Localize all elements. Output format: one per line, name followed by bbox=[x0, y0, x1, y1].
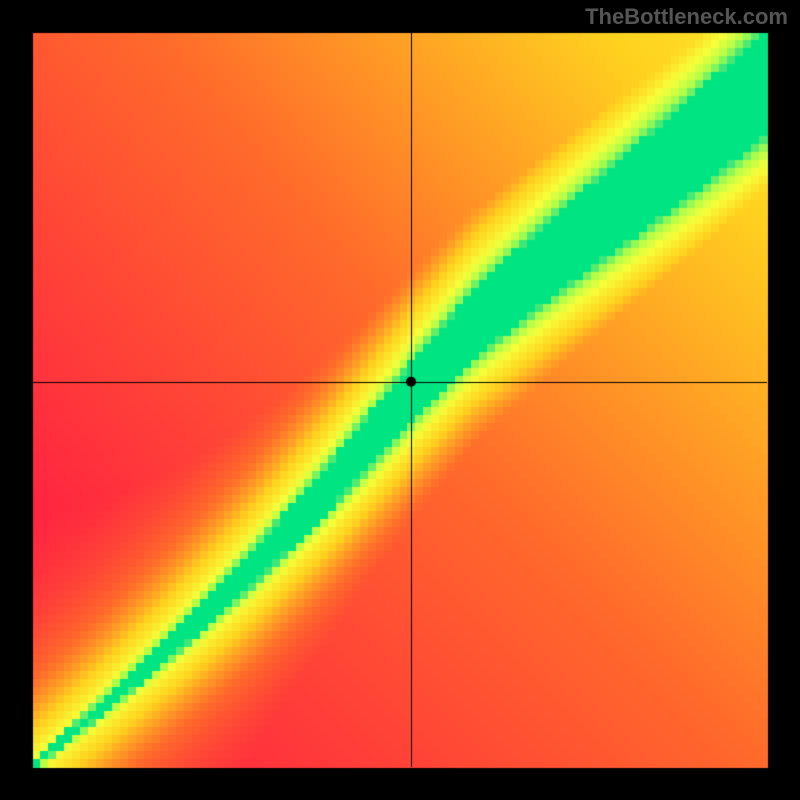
bottleneck-heatmap-canvas bbox=[0, 0, 800, 800]
watermark-text: TheBottleneck.com bbox=[585, 4, 788, 30]
chart-container: TheBottleneck.com bbox=[0, 0, 800, 800]
